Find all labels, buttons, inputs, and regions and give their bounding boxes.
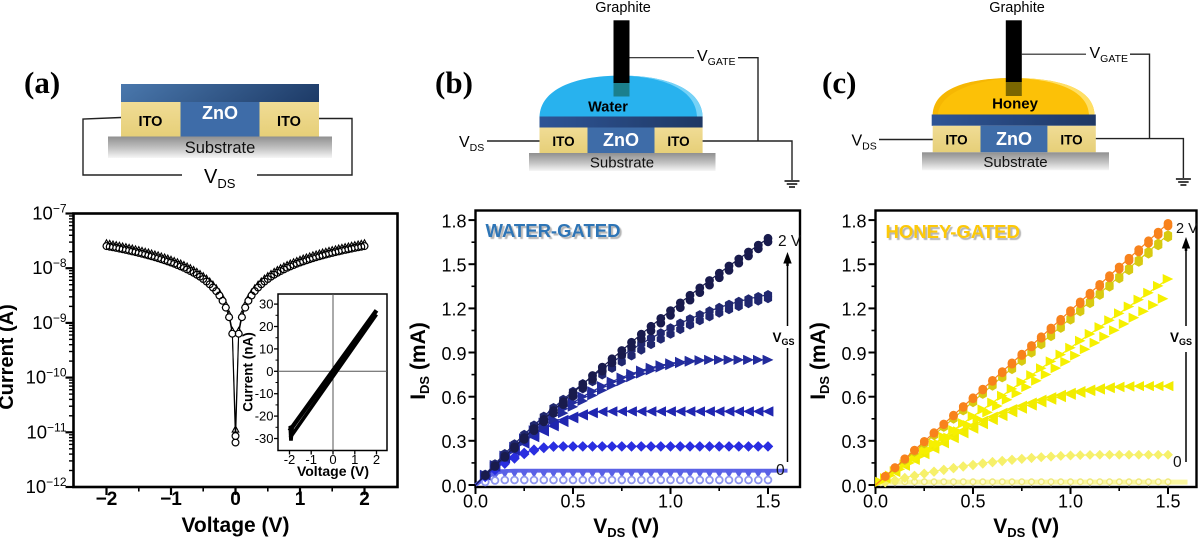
svg-text:Water: Water bbox=[588, 100, 628, 116]
svg-text:(b): (b) bbox=[435, 65, 473, 100]
svg-text:2 V: 2 V bbox=[778, 233, 802, 250]
svg-text:Current (A): Current (A) bbox=[0, 304, 18, 410]
svg-text:VDS: VDS bbox=[459, 134, 484, 154]
svg-text:ITO: ITO bbox=[1060, 133, 1082, 148]
svg-text:0.3: 0.3 bbox=[841, 432, 866, 452]
svg-text:0: 0 bbox=[1173, 454, 1182, 471]
svg-text:1: 1 bbox=[295, 489, 306, 510]
svg-text:Honey: Honey bbox=[992, 96, 1039, 113]
svg-text:−1: −1 bbox=[160, 489, 182, 510]
svg-text:VGS: VGS bbox=[1170, 330, 1192, 347]
svg-text:1.2: 1.2 bbox=[441, 300, 466, 320]
svg-text:1.5: 1.5 bbox=[841, 256, 866, 276]
svg-text:1.8: 1.8 bbox=[841, 211, 866, 231]
svg-text:20: 20 bbox=[259, 319, 273, 334]
svg-text:VDS: VDS bbox=[204, 166, 236, 191]
svg-text:0: 0 bbox=[776, 462, 785, 479]
svg-text:10−7: 10−7 bbox=[32, 202, 67, 224]
svg-text:ZnO: ZnO bbox=[202, 103, 238, 123]
svg-text:2 V: 2 V bbox=[1176, 221, 1198, 237]
svg-text:-30: -30 bbox=[255, 431, 274, 446]
svg-text:0.0: 0.0 bbox=[863, 492, 888, 512]
svg-text:1.2: 1.2 bbox=[841, 300, 866, 320]
svg-text:2: 2 bbox=[373, 452, 380, 467]
svg-text:Voltage (V): Voltage (V) bbox=[297, 463, 369, 479]
svg-text:1.0: 1.0 bbox=[658, 492, 683, 512]
svg-text:0.0: 0.0 bbox=[841, 476, 866, 496]
svg-text:0.9: 0.9 bbox=[441, 344, 466, 364]
svg-text:0.6: 0.6 bbox=[441, 388, 466, 408]
svg-text:10: 10 bbox=[259, 341, 273, 356]
svg-text:1: 1 bbox=[351, 452, 358, 467]
svg-text:ITO: ITO bbox=[277, 114, 301, 130]
svg-text:WATER-GATED: WATER-GATED bbox=[486, 220, 621, 241]
svg-text:10−10: 10−10 bbox=[26, 366, 67, 388]
svg-text:IDS (mA): IDS (mA) bbox=[407, 322, 432, 400]
svg-text:0: 0 bbox=[329, 452, 336, 467]
svg-text:Voltage (V): Voltage (V) bbox=[181, 514, 289, 537]
svg-text:Current (nA): Current (nA) bbox=[241, 332, 256, 412]
svg-text:0.5: 0.5 bbox=[960, 492, 985, 512]
svg-text:10−12: 10−12 bbox=[26, 475, 67, 497]
svg-text:2: 2 bbox=[359, 489, 370, 510]
svg-text:ITO: ITO bbox=[667, 134, 689, 149]
svg-text:10−9: 10−9 bbox=[32, 311, 67, 333]
svg-text:-20: -20 bbox=[255, 409, 274, 424]
svg-text:VGATE: VGATE bbox=[697, 48, 735, 68]
svg-text:1.5: 1.5 bbox=[441, 256, 466, 276]
svg-text:1.8: 1.8 bbox=[441, 211, 466, 231]
svg-text:HONEY-GATED: HONEY-GATED bbox=[886, 221, 1020, 242]
svg-text:-2: -2 bbox=[284, 452, 296, 467]
svg-text:0.0: 0.0 bbox=[441, 476, 466, 496]
svg-text:0: 0 bbox=[230, 489, 241, 510]
svg-text:Graphite: Graphite bbox=[989, 0, 1045, 16]
svg-text:0: 0 bbox=[266, 364, 273, 379]
svg-text:−2: −2 bbox=[96, 489, 118, 510]
svg-text:10−11: 10−11 bbox=[26, 420, 66, 442]
svg-text:0.9: 0.9 bbox=[841, 344, 866, 364]
svg-text:ZnO: ZnO bbox=[603, 130, 639, 150]
svg-text:10−8: 10−8 bbox=[32, 256, 67, 278]
svg-text:ITO: ITO bbox=[139, 114, 163, 130]
svg-text:ITO: ITO bbox=[945, 133, 967, 148]
svg-text:0.6: 0.6 bbox=[841, 388, 866, 408]
svg-text:Substrate: Substrate bbox=[983, 154, 1047, 171]
svg-text:-10: -10 bbox=[255, 386, 274, 401]
svg-text:0.5: 0.5 bbox=[560, 492, 585, 512]
svg-text:1.5: 1.5 bbox=[755, 492, 780, 512]
svg-text:1.0: 1.0 bbox=[1058, 492, 1083, 512]
svg-text:VGS: VGS bbox=[772, 330, 794, 347]
svg-text:30: 30 bbox=[259, 297, 273, 312]
svg-text:Graphite: Graphite bbox=[595, 0, 651, 16]
svg-text:(a): (a) bbox=[24, 65, 60, 100]
svg-text:VGATE: VGATE bbox=[1090, 45, 1128, 65]
svg-text:IDS (mA): IDS (mA) bbox=[807, 322, 832, 400]
svg-text:-1: -1 bbox=[305, 452, 317, 467]
svg-text:VDS: VDS bbox=[852, 133, 877, 153]
svg-text:1.5: 1.5 bbox=[1155, 492, 1180, 512]
svg-text:ITO: ITO bbox=[552, 134, 574, 149]
svg-text:VDS (V): VDS (V) bbox=[593, 515, 659, 540]
svg-text:0.0: 0.0 bbox=[463, 492, 488, 512]
svg-text:ZnO: ZnO bbox=[996, 129, 1032, 149]
svg-text:Substrate: Substrate bbox=[590, 155, 654, 172]
svg-text:Substrate: Substrate bbox=[185, 139, 256, 157]
svg-text:(c): (c) bbox=[822, 65, 856, 100]
svg-text:VDS (V): VDS (V) bbox=[993, 515, 1059, 540]
svg-text:0.3: 0.3 bbox=[441, 432, 466, 452]
